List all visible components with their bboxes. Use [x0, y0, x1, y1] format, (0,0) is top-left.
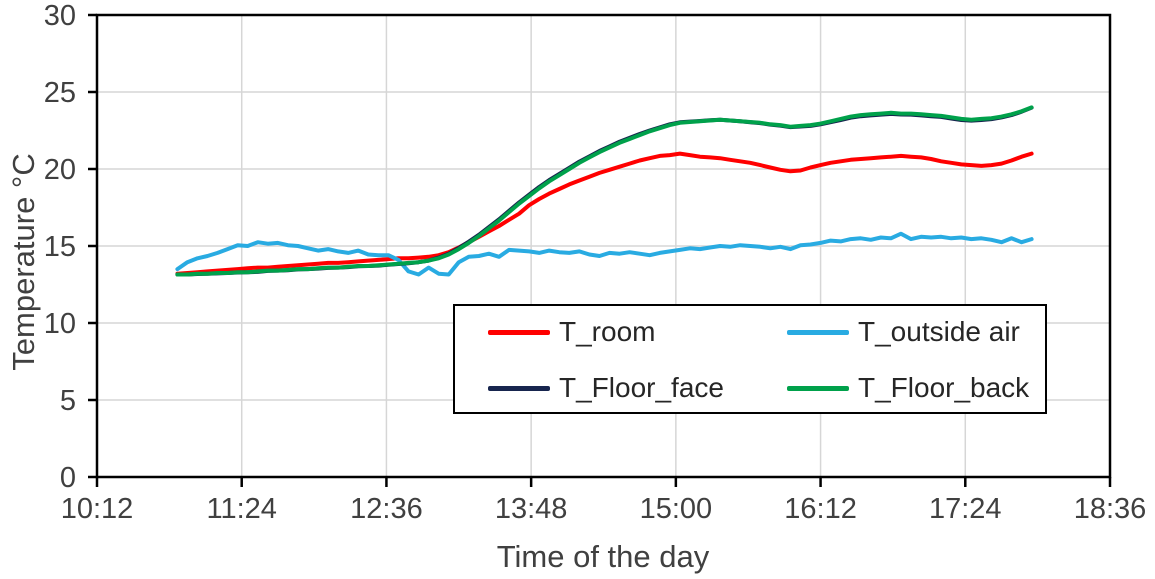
axis-ticks — [88, 13, 1112, 487]
x-tick-label-13-48: 13:48 — [495, 493, 568, 525]
x-tick-label-17-24: 17:24 — [929, 493, 1002, 525]
legend-label-t-floor-face: T_Floor_face — [559, 372, 724, 403]
legend-item-t-outside-air: T_outside air — [787, 315, 1020, 349]
legend-label-t-floor-back: T_Floor_back — [858, 372, 1030, 403]
y-tick-label-5: 5 — [60, 385, 76, 417]
y-tick-label-0: 0 — [60, 462, 76, 494]
series-line-t-room — [175, 151, 1034, 276]
axis-tick-labels: 0 5 10 15 20 25 30 10:12 11:24 12:36 13:48 15:00 16:… — [44, 0, 1147, 525]
series-line-t-floor-back — [175, 105, 1034, 277]
x-tick-label-10-12: 10:12 — [61, 493, 134, 525]
legend-item-t-room: T_room — [488, 315, 655, 349]
x-tick-label-18-36: 18:36 — [1074, 493, 1147, 525]
y-tick-label-25: 25 — [44, 77, 76, 109]
legend-swatch-t-floor-back — [787, 385, 849, 391]
y-tick-label-15: 15 — [44, 231, 76, 263]
legend-swatch-t-floor-face — [488, 385, 550, 391]
x-axis-title: Time of the day — [497, 539, 710, 574]
chart-legend: T_room T_outside air T_Floor_face T_Floo… — [453, 304, 1047, 414]
x-tick-label-11-24: 11:24 — [207, 493, 277, 525]
legend-item-t-floor-face: T_Floor_face — [488, 371, 724, 405]
legend-swatch-t-room — [488, 329, 550, 335]
legend-swatch-t-outside-air — [787, 329, 849, 335]
y-tick-label-30: 30 — [44, 0, 76, 32]
x-tick-label-15-00: 15:00 — [640, 493, 713, 525]
x-tick-label-12-36: 12:36 — [350, 493, 423, 525]
y-tick-label-10: 10 — [44, 308, 76, 340]
legend-label-t-outside-air: T_outside air — [858, 316, 1020, 347]
legend-label-t-room: T_room — [559, 316, 656, 347]
series-line-t-outside-air — [175, 231, 1034, 277]
y-tick-label-20: 20 — [44, 154, 76, 186]
x-tick-label-16-12: 16:12 — [784, 493, 857, 525]
series-lines — [175, 105, 1034, 277]
legend-item-t-floor-back: T_Floor_back — [787, 371, 1029, 405]
y-axis-title: Temperature °C — [6, 153, 41, 370]
